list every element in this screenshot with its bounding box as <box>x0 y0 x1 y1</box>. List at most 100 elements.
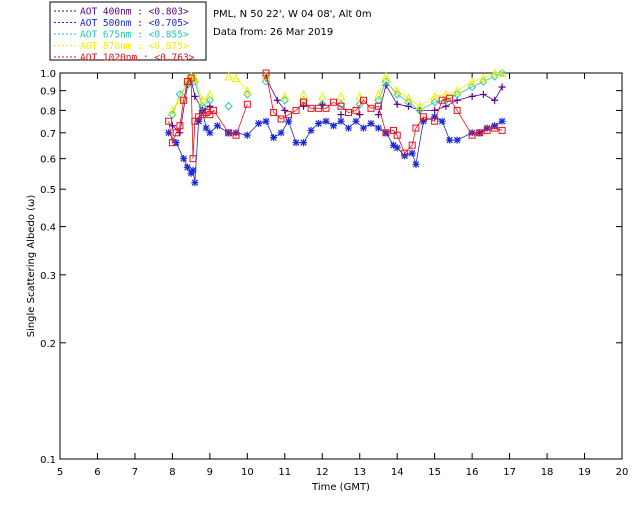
x-axis-label: Time (GMT) <box>311 482 370 493</box>
data-point <box>315 104 323 112</box>
data-point <box>195 113 203 121</box>
y-tick-label: 0.7 <box>40 129 56 140</box>
y-tick-label: 1.0 <box>40 69 56 80</box>
data-point <box>198 111 206 119</box>
data-point <box>355 91 365 101</box>
legend-box <box>49 1 207 61</box>
y-tick-label: 0.9 <box>40 87 56 98</box>
data-point <box>367 104 375 112</box>
data-point <box>393 100 401 108</box>
data-point <box>438 96 446 104</box>
data-point <box>255 119 263 127</box>
data-point <box>205 96 215 105</box>
data-point <box>183 163 191 171</box>
data-point <box>198 102 207 111</box>
data-point <box>483 124 491 132</box>
data-point <box>213 122 221 130</box>
data-point <box>299 89 308 99</box>
legend-entry: AOT 675nm : <0.855> <box>80 30 189 41</box>
axis-ticks: 5 6 7 8 9 10 11 12 13 14 15 16 17 18 19 20 0.1 0.2 0.3 0.4 0… <box>40 69 628 478</box>
data-point <box>330 98 338 106</box>
data-point <box>202 109 210 117</box>
data-point <box>190 77 200 86</box>
data-point <box>307 104 315 112</box>
data-point <box>277 115 285 123</box>
data-point <box>336 91 346 101</box>
data-point <box>243 86 252 95</box>
data-point <box>381 71 391 81</box>
x-tick-label: 7 <box>132 467 138 478</box>
data-point <box>318 100 326 108</box>
data-point <box>172 139 180 147</box>
data-point <box>393 131 401 139</box>
data-point <box>404 98 413 107</box>
data-point <box>175 95 185 105</box>
data-point <box>285 117 293 125</box>
info-location: PML, N 50 22', W 04 08', Alt 0m <box>213 9 372 20</box>
data-point <box>344 109 352 117</box>
data-point <box>401 149 409 157</box>
data-point <box>479 77 488 86</box>
data-point <box>300 98 308 106</box>
data-point <box>491 122 499 130</box>
data-point <box>374 124 382 132</box>
data-point <box>374 89 383 99</box>
x-tick-label: 19 <box>578 467 591 478</box>
data-point <box>202 124 210 132</box>
data-point <box>224 71 233 81</box>
data-point <box>430 91 439 101</box>
data-point <box>175 90 185 99</box>
data-point <box>490 68 499 77</box>
data-point <box>180 155 188 163</box>
data-point <box>412 160 420 168</box>
data-point <box>392 86 402 95</box>
data-point <box>468 92 476 100</box>
legend-entry: AOT 400nm : <0.803> <box>80 7 189 18</box>
x-tick-label: 14 <box>391 467 404 478</box>
data-point <box>467 82 477 92</box>
data-point <box>479 90 487 98</box>
data-point <box>176 129 184 137</box>
data-point <box>243 90 252 99</box>
data-point <box>318 100 327 109</box>
data-point <box>419 113 427 121</box>
data-point <box>168 105 177 115</box>
data-point <box>468 129 476 137</box>
data-point <box>452 90 462 99</box>
x-tick-label: 15 <box>428 467 441 478</box>
legend: AOT 400nm : <0.803>AOT 500nm : <0.705>AO… <box>49 1 207 64</box>
x-tick-label: 17 <box>503 467 516 478</box>
data-point <box>374 102 382 110</box>
legend-entry: AOT 500nm : <0.705> <box>80 18 189 29</box>
data-point <box>189 166 197 174</box>
data-point <box>382 129 390 137</box>
series-line <box>172 72 503 111</box>
data-point <box>281 106 289 114</box>
data-point <box>441 89 451 99</box>
x-tick-label: 9 <box>207 467 213 478</box>
data-point <box>243 131 251 139</box>
y-tick-label: 0.4 <box>40 223 56 234</box>
data-point <box>176 122 184 130</box>
x-tick-label: 12 <box>316 467 329 478</box>
data-point <box>224 102 233 111</box>
x-tick-label: 6 <box>94 467 100 478</box>
data-point <box>262 69 270 77</box>
data-point <box>190 73 200 83</box>
x-tick-label: 10 <box>241 467 254 478</box>
data-point <box>322 104 330 112</box>
data-point <box>187 169 195 177</box>
data-point <box>292 106 300 114</box>
data-point <box>498 117 506 125</box>
legend-entry: AOT 870nm : <0.875> <box>80 41 189 52</box>
data-point <box>165 117 173 125</box>
y-tick-label: 0.5 <box>40 185 56 196</box>
data-point <box>367 119 375 127</box>
data-point <box>468 131 476 139</box>
data-point <box>270 109 278 117</box>
data-point <box>491 96 499 104</box>
data-point <box>412 124 420 132</box>
y-tick-label: 0.8 <box>40 106 56 117</box>
data-point <box>408 149 416 157</box>
